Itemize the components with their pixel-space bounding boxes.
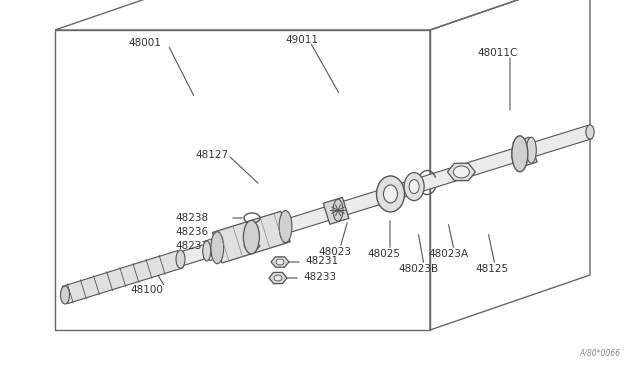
Text: 48236: 48236 xyxy=(175,227,208,237)
Text: 49011: 49011 xyxy=(285,35,318,45)
Ellipse shape xyxy=(376,176,404,212)
Polygon shape xyxy=(513,137,537,167)
Ellipse shape xyxy=(404,173,424,201)
Ellipse shape xyxy=(61,288,69,302)
Ellipse shape xyxy=(333,199,343,221)
Ellipse shape xyxy=(274,275,282,281)
Ellipse shape xyxy=(526,137,536,163)
Text: 48125: 48125 xyxy=(475,264,508,274)
Ellipse shape xyxy=(453,166,469,178)
Polygon shape xyxy=(204,238,220,260)
Ellipse shape xyxy=(512,136,528,172)
Ellipse shape xyxy=(586,125,594,139)
Text: 48237: 48237 xyxy=(175,241,208,251)
Ellipse shape xyxy=(409,180,419,193)
Ellipse shape xyxy=(211,232,223,264)
Polygon shape xyxy=(447,163,476,180)
Polygon shape xyxy=(62,251,183,304)
Ellipse shape xyxy=(243,220,259,254)
Polygon shape xyxy=(323,198,349,224)
Ellipse shape xyxy=(61,286,70,304)
Text: 48025: 48025 xyxy=(367,249,400,259)
Polygon shape xyxy=(271,257,289,267)
Ellipse shape xyxy=(176,250,185,268)
Ellipse shape xyxy=(512,142,522,168)
Text: 48023B: 48023B xyxy=(398,264,438,274)
Text: 48011C: 48011C xyxy=(477,48,517,58)
Polygon shape xyxy=(63,125,592,302)
Text: 48023A: 48023A xyxy=(428,249,468,259)
Polygon shape xyxy=(244,242,260,250)
Polygon shape xyxy=(212,211,291,263)
Ellipse shape xyxy=(203,241,211,261)
Text: A/80*0066: A/80*0066 xyxy=(579,349,620,358)
Text: 48233: 48233 xyxy=(303,272,336,282)
Text: 48127: 48127 xyxy=(195,150,228,160)
Text: 48238: 48238 xyxy=(175,213,208,223)
Text: 48231: 48231 xyxy=(305,256,338,266)
Polygon shape xyxy=(269,272,287,283)
Text: 48023: 48023 xyxy=(318,247,351,257)
Ellipse shape xyxy=(383,185,397,203)
Text: 48001: 48001 xyxy=(128,38,161,48)
Text: 48100: 48100 xyxy=(130,285,163,295)
Ellipse shape xyxy=(276,259,284,265)
Ellipse shape xyxy=(279,211,292,243)
